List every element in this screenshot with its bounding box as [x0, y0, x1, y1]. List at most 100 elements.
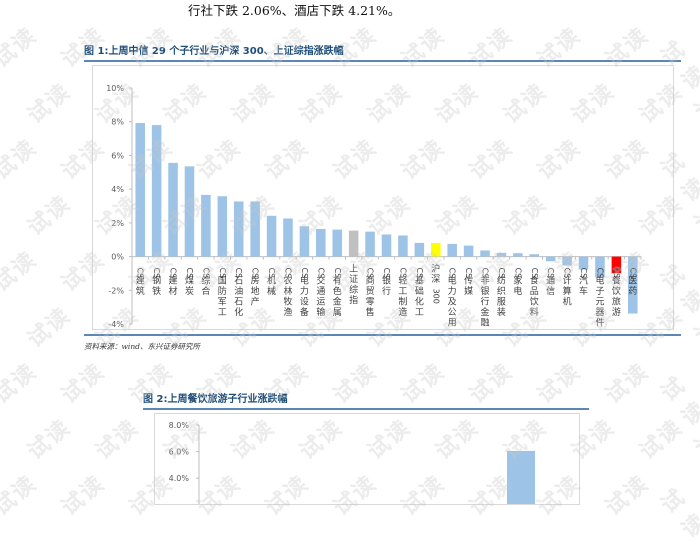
svg-text:油: 油 — [234, 285, 243, 297]
watermark: 试读 — [690, 202, 700, 237]
y-tick-label: 6.0% — [169, 448, 190, 457]
watermark: 试读 — [533, 358, 587, 409]
watermark: 试读 — [601, 470, 655, 521]
watermark: 试读 — [57, 358, 111, 409]
watermark: 试读 — [23, 414, 77, 465]
bar — [201, 194, 211, 257]
svg-text:CS: CS — [595, 268, 604, 279]
bar — [398, 235, 408, 257]
svg-text:CS: CS — [267, 268, 276, 279]
svg-text:服: 服 — [497, 297, 506, 308]
svg-text:础: 础 — [415, 285, 424, 297]
svg-text:材: 材 — [169, 285, 178, 297]
x-category-label: CS电力及公用… — [448, 268, 457, 340]
svg-text:计: 计 — [563, 275, 572, 287]
svg-text:国: 国 — [218, 276, 227, 287]
svg-text:行: 行 — [481, 296, 490, 308]
svg-text:地: 地 — [251, 285, 260, 297]
svg-text:渔: 渔 — [283, 307, 292, 318]
watermark: 试读 — [0, 22, 43, 73]
svg-text:通: 通 — [316, 286, 325, 297]
svg-text:CS: CS — [218, 268, 227, 279]
watermark: 试读 — [329, 358, 383, 409]
svg-text:农: 农 — [283, 275, 292, 287]
intro-paragraph: 行社下跌 2.06%、酒店下跌 4.21%。 — [188, 3, 401, 18]
svg-text:CS: CS — [579, 268, 588, 279]
svg-text:合: 合 — [201, 285, 210, 297]
svg-text:力: 力 — [300, 285, 309, 297]
svg-text:备: 备 — [300, 306, 309, 318]
svg-text:CS: CS — [333, 268, 342, 279]
bar — [578, 256, 589, 270]
bar — [316, 228, 326, 257]
bar — [529, 254, 540, 257]
svg-text:化: 化 — [415, 296, 424, 308]
svg-text:饮: 饮 — [530, 296, 539, 308]
svg-text:指: 指 — [349, 294, 358, 306]
svg-text:银: 银 — [382, 275, 391, 287]
figure1-source: 资料来源：wind、东兴证券研究所 — [84, 342, 200, 351]
bar — [151, 125, 162, 257]
y-tick-label: 0% — [111, 253, 124, 262]
svg-text:电: 电 — [513, 285, 522, 297]
svg-text:工: 工 — [398, 287, 407, 297]
svg-text:CS: CS — [513, 268, 522, 279]
watermark: 试读 — [57, 470, 111, 521]
svg-text:金: 金 — [333, 296, 342, 308]
svg-text:织: 织 — [497, 285, 506, 297]
svg-text:件: 件 — [595, 317, 604, 329]
watermark: 试读 — [23, 302, 77, 353]
svg-text:综: 综 — [349, 284, 358, 296]
svg-text:牧: 牧 — [283, 296, 292, 308]
svg-text:CS: CS — [497, 268, 506, 279]
svg-text:林: 林 — [283, 285, 292, 297]
svg-text:防: 防 — [218, 285, 227, 297]
bar — [507, 450, 535, 504]
y-tick-label: 4.0% — [169, 474, 190, 483]
svg-text:器: 器 — [595, 307, 604, 318]
svg-text:炭: 炭 — [185, 286, 194, 297]
y-tick-label: 8% — [111, 118, 124, 127]
watermark: 试读 — [0, 358, 43, 409]
svg-text:轻: 轻 — [398, 275, 407, 287]
svg-text:子: 子 — [595, 286, 604, 297]
y-tick-label: 8.0% — [169, 421, 190, 430]
bar — [250, 201, 260, 257]
svg-text:钢: 钢 — [152, 275, 161, 287]
svg-text:交: 交 — [316, 275, 325, 287]
svg-text:餐: 餐 — [612, 275, 621, 287]
svg-text:械: 械 — [267, 285, 276, 297]
watermark: 试读 — [601, 358, 655, 409]
bar — [217, 196, 228, 257]
svg-text:饮: 饮 — [612, 285, 621, 297]
y-tick-label: -2% — [108, 286, 124, 295]
svg-text:信: 信 — [546, 285, 555, 297]
y-tick-label: 4% — [111, 185, 124, 194]
svg-text:300: 300 — [431, 289, 440, 304]
svg-text:及: 及 — [448, 297, 457, 308]
svg-text:游: 游 — [612, 306, 621, 318]
svg-text:旅: 旅 — [612, 296, 621, 308]
svg-text:煤: 煤 — [185, 275, 194, 287]
svg-text:色: 色 — [333, 285, 342, 297]
watermark: 试读 — [690, 90, 700, 125]
svg-text:算: 算 — [563, 285, 572, 297]
watermark: 试读 — [397, 358, 451, 409]
watermark: 试读 — [0, 470, 43, 521]
bar — [348, 230, 359, 257]
svg-text:CS: CS — [612, 268, 621, 279]
svg-text:装: 装 — [497, 306, 506, 318]
svg-text:银: 银 — [481, 285, 490, 297]
